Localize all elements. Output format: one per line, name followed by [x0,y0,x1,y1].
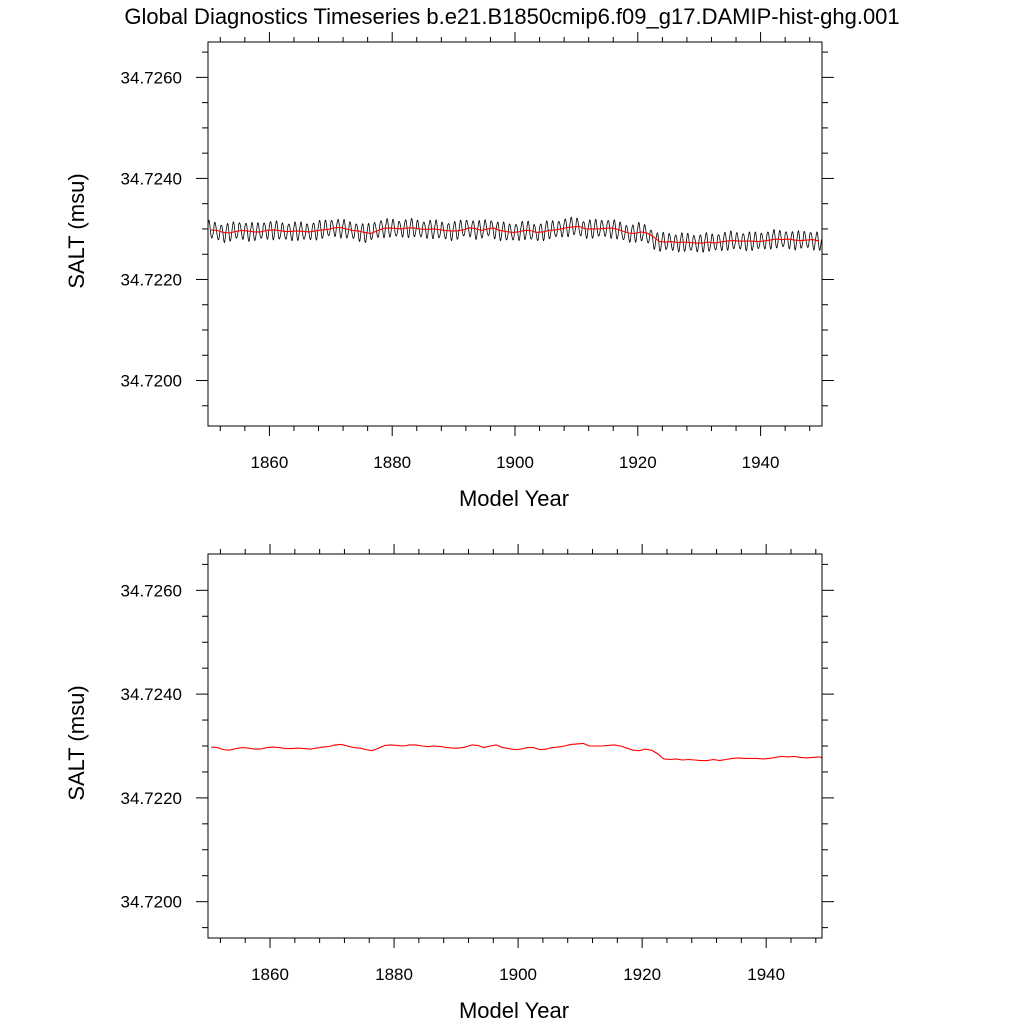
x-tick-label: 1900 [499,965,537,984]
x-tick-label: 1940 [747,965,785,984]
smoothed-series-line [211,225,820,244]
smoothed-series-line [211,742,822,762]
x-tick-label: 1920 [619,453,657,472]
x-tick-label: 1860 [250,453,288,472]
x-axis-label: Model Year [459,486,569,511]
y-tick-label: 34.7220 [121,270,182,289]
plot-area [208,216,822,253]
x-axis-label: Model Year [459,998,569,1023]
plot-frame [207,553,823,939]
x-tick-label: 1920 [623,965,661,984]
y-tick-label: 34.7260 [121,68,182,87]
plot-area [211,742,822,762]
x-tick-label: 1900 [496,453,534,472]
y-axis-label: SALT (msu) [64,173,89,288]
y-axis-label: SALT (msu) [64,685,89,800]
bottom-panel: 1860 1880 1900 1920 1940 34.7200 34.7220 34.724… [64,544,834,1023]
x-tick-label: 1880 [375,965,413,984]
y-tick-label: 34.7220 [121,789,182,808]
y-tick-label: 34.7200 [121,893,182,912]
monthly-series-line [208,216,822,253]
y-tick-label: 34.7260 [121,581,182,600]
top-panel: 1860 1880 1900 1920 1940 34.7200 34.7220 34.724… [64,32,834,511]
y-tick-label: 34.7240 [121,685,182,704]
y-tick-label: 34.7240 [121,169,182,188]
x-tick-label: 1880 [373,453,411,472]
y-tick-label: 34.7200 [121,372,182,391]
x-tick-label: 1860 [251,965,289,984]
figure-title: Global Diagnostics Timeseries b.e21.B185… [124,4,899,29]
x-tick-label: 1940 [742,453,780,472]
